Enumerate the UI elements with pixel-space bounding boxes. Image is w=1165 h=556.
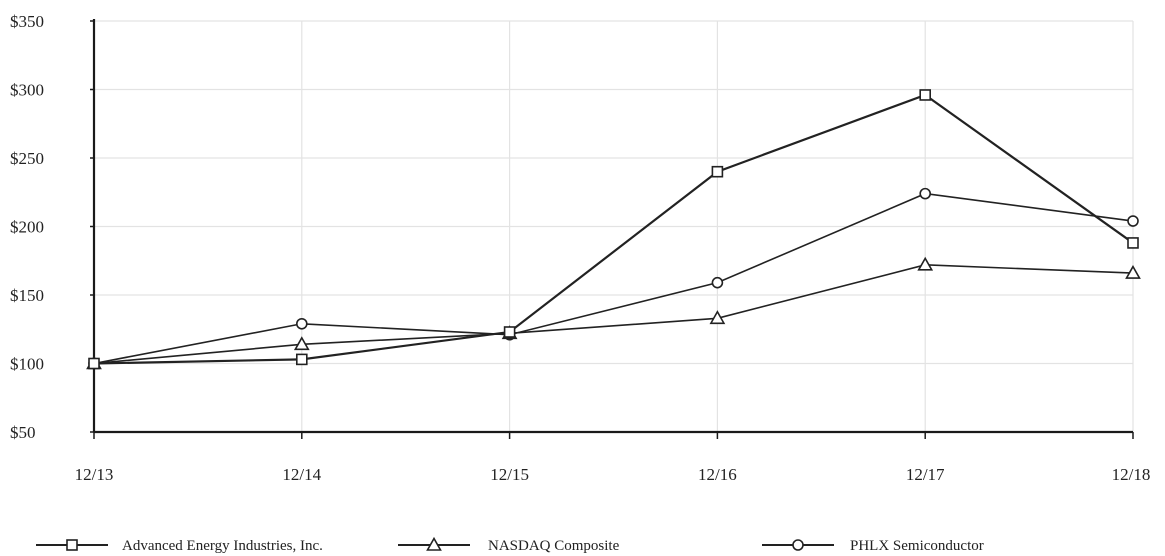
data-point-marker	[919, 187, 932, 200]
y-tick-label: $150	[10, 286, 44, 305]
legend-marker-icon	[792, 539, 804, 551]
data-point-marker	[711, 276, 724, 289]
axes	[90, 19, 1134, 439]
data-point-marker	[503, 326, 516, 338]
data-point-marker	[293, 336, 310, 351]
legend-label: NASDAQ Composite	[488, 538, 620, 554]
legend-label: Advanced Energy Industries, Inc.	[122, 538, 323, 554]
legend-label: PHLX Semiconductor	[850, 538, 984, 554]
series-line	[93, 264, 1134, 365]
data-point-marker	[917, 256, 934, 271]
legend-marker-icon	[426, 536, 442, 551]
series-circle	[88, 187, 1139, 370]
y-tick-label: $100	[10, 355, 44, 374]
legend: Advanced Energy Industries, Inc. NASDAQ C…	[36, 536, 984, 554]
data-point-marker	[1125, 264, 1141, 279]
x-tick-label: 12/18	[1112, 465, 1151, 484]
data-point-marker	[709, 310, 726, 325]
data-point-marker	[1127, 237, 1139, 249]
y-tick-label: $350	[10, 12, 44, 31]
data-point-marker	[919, 89, 932, 101]
y-tick-label: $250	[10, 149, 44, 168]
data-point-marker	[295, 353, 308, 366]
series-triangle	[86, 256, 1141, 370]
legend-item: NASDAQ Composite	[398, 536, 620, 554]
tick-labels: $50 $100 $150 $200 $250 $300 $350 12/13 12/14 12/…	[10, 12, 1150, 484]
data-point-marker	[295, 317, 308, 330]
x-tick-label: 12/15	[490, 465, 529, 484]
y-tick-label: $300	[10, 81, 44, 100]
legend-item: Advanced Energy Industries, Inc.	[36, 538, 323, 554]
legend-item: PHLX Semiconductor	[762, 538, 984, 554]
data-point-marker	[1127, 215, 1139, 227]
data-point-marker	[711, 165, 724, 178]
series-line	[93, 93, 1134, 365]
x-tick-label: 12/14	[282, 465, 321, 484]
y-tick-label: $50	[10, 423, 36, 442]
x-tick-label: 12/16	[698, 465, 737, 484]
y-tick-label: $200	[10, 218, 44, 237]
series-line	[93, 192, 1134, 365]
series-square	[88, 89, 1139, 370]
data-point-marker	[88, 357, 100, 370]
x-tick-label: 12/17	[906, 465, 945, 484]
gridlines	[94, 20, 1134, 432]
series-lines	[86, 89, 1141, 370]
x-tick-label: 12/13	[75, 465, 114, 484]
legend-marker-icon	[66, 539, 78, 551]
